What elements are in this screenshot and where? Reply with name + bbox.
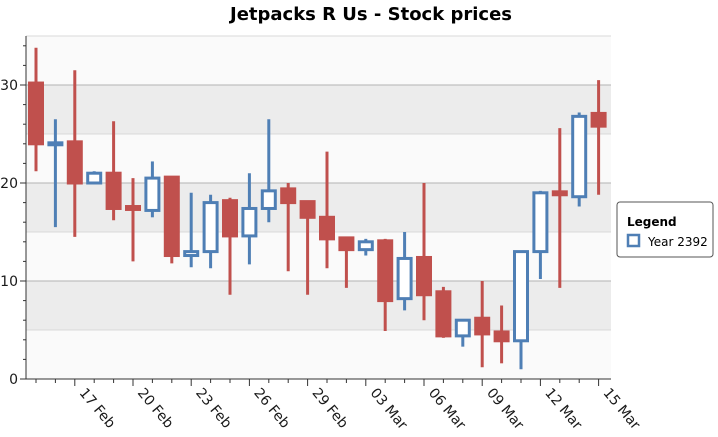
y-axis-ticks: 0 10 20 30 bbox=[0, 45, 26, 388]
candle-body-up bbox=[454, 318, 471, 338]
candle-body-up bbox=[241, 206, 258, 238]
y-tick-label: 0 bbox=[9, 372, 18, 388]
y-tick-label: 20 bbox=[0, 176, 18, 192]
legend-box bbox=[616, 201, 714, 258]
candle-body-down bbox=[66, 140, 83, 185]
legend-swatch bbox=[626, 233, 641, 248]
candle-body-up bbox=[532, 191, 549, 254]
candle-body-down bbox=[338, 236, 355, 252]
candle-body-down bbox=[280, 187, 297, 205]
plot-band bbox=[26, 183, 611, 232]
x-axis-ticks: 17 Feb 20 Feb 23 Feb 26 Feb 29 Feb 03 Mar 06 M… bbox=[35, 379, 644, 433]
candle-body-down bbox=[493, 330, 510, 343]
candle-body-down bbox=[377, 239, 394, 303]
candle-body-up bbox=[86, 171, 103, 185]
y-tick-label: 30 bbox=[0, 78, 18, 94]
plot-band bbox=[26, 134, 611, 183]
candle-body-up bbox=[144, 176, 161, 212]
x-tick-label: 06 Mar bbox=[425, 385, 469, 433]
candle-body-down bbox=[319, 215, 335, 241]
candle-body-down bbox=[28, 81, 44, 146]
candle-body-down bbox=[416, 255, 432, 297]
plot-band bbox=[26, 85, 611, 134]
candle-body-up bbox=[260, 189, 277, 210]
candle-body-down bbox=[299, 200, 316, 219]
chart-title: Jetpacks R Us - Stock prices bbox=[228, 4, 512, 25]
x-tick-label: 17 Feb bbox=[76, 385, 119, 431]
plot-band bbox=[26, 36, 611, 85]
x-tick-label: 15 Mar bbox=[600, 385, 644, 433]
x-tick-label: 29 Feb bbox=[309, 385, 352, 431]
candle-body-down bbox=[163, 175, 180, 258]
x-tick-label: 09 Mar bbox=[483, 385, 527, 433]
y-tick-label: 10 bbox=[0, 274, 18, 290]
legend-entry-label: Year 2392 bbox=[647, 235, 708, 249]
candle-body-up bbox=[396, 256, 413, 301]
candle-body-down bbox=[590, 111, 607, 128]
legend-title: Legend bbox=[627, 215, 677, 229]
x-tick-label: 20 Feb bbox=[134, 385, 177, 431]
x-tick-label: 03 Mar bbox=[367, 385, 411, 433]
candle-body-down bbox=[105, 171, 122, 210]
x-tick-label: 12 Mar bbox=[541, 385, 585, 433]
legend: Legend Year 2392 bbox=[616, 201, 714, 258]
candle-body-up bbox=[513, 250, 529, 343]
candle-body-up bbox=[357, 240, 374, 252]
candle-body-up bbox=[202, 201, 219, 254]
x-tick-label: 26 Feb bbox=[250, 385, 293, 431]
candle-body-down bbox=[125, 205, 141, 211]
candle-body-down bbox=[551, 190, 568, 197]
candle-body-up bbox=[183, 250, 200, 258]
candle-body-up bbox=[571, 114, 588, 199]
x-tick-label: 23 Feb bbox=[192, 385, 235, 431]
candle-body-down bbox=[435, 290, 452, 338]
candles bbox=[28, 47, 607, 370]
candle-body-down bbox=[222, 199, 238, 238]
candle-body-up bbox=[47, 141, 64, 147]
candle-body-down bbox=[474, 316, 491, 336]
